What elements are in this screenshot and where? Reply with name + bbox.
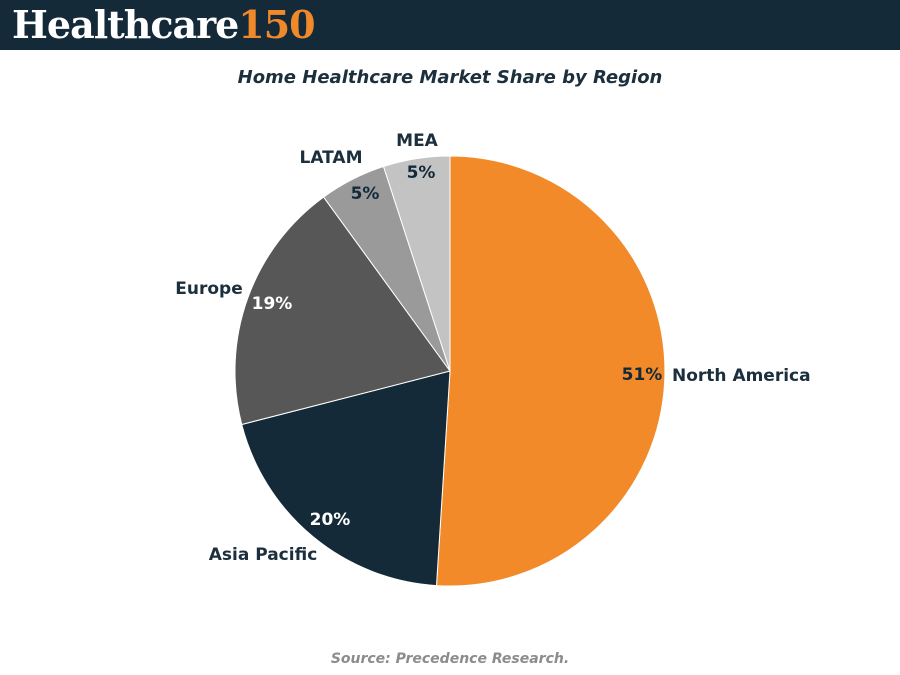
- pie-slice-asia-pacific: [241, 370, 451, 587]
- slice-value-label-mea: 5%: [407, 163, 436, 183]
- slice-category-label-mea: MEA: [396, 131, 439, 151]
- chart-title: Home Healthcare Market Share by Region: [237, 67, 663, 88]
- slice-category-label-europe: Europe: [175, 279, 242, 299]
- brand-logo: Healthcare150: [12, 2, 316, 48]
- slice-category-label-asia-pacific: Asia Pacific: [209, 545, 318, 565]
- header-bar: Healthcare150: [0, 0, 900, 50]
- slice-category-label-latam: LATAM: [299, 148, 362, 168]
- slice-value-label-north-america: 51%: [622, 365, 663, 385]
- slice-value-label-europe: 19%: [252, 294, 293, 314]
- pie-slice-mea: [382, 155, 451, 372]
- pie-slice-north-america: [435, 155, 666, 587]
- pie-slice-europe: [234, 196, 451, 426]
- logo-number: 150: [238, 2, 315, 47]
- source-note: Source: Precedence Research.: [330, 651, 570, 667]
- logo-word: Healthcare: [12, 2, 239, 47]
- slice-category-label-north-america: North America: [672, 366, 811, 386]
- slice-value-label-latam: 5%: [351, 184, 380, 204]
- slice-value-label-asia-pacific: 20%: [310, 510, 351, 530]
